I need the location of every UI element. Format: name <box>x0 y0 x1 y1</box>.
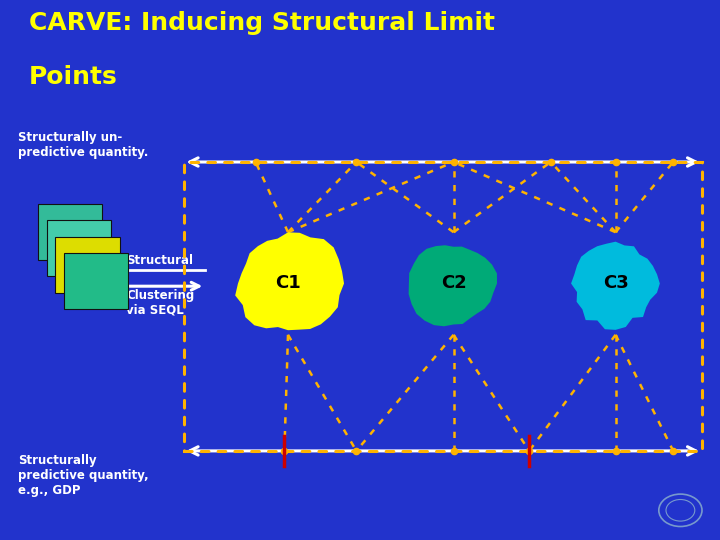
Text: CARVE: Inducing Structural Limit: CARVE: Inducing Structural Limit <box>29 11 495 35</box>
Text: Structurally un-
predictive quantity.: Structurally un- predictive quantity. <box>18 131 148 159</box>
FancyBboxPatch shape <box>47 220 111 276</box>
Text: C2: C2 <box>441 274 467 293</box>
FancyBboxPatch shape <box>64 253 128 309</box>
Text: Structural: Structural <box>126 254 193 267</box>
Text: Points: Points <box>29 65 117 89</box>
Polygon shape <box>571 242 660 330</box>
Text: Clustering
via SEQL: Clustering via SEQL <box>126 289 194 317</box>
Text: C3: C3 <box>603 274 629 293</box>
Polygon shape <box>409 245 497 326</box>
Text: C1: C1 <box>275 274 301 293</box>
Bar <box>184 162 702 451</box>
FancyBboxPatch shape <box>55 237 120 293</box>
FancyBboxPatch shape <box>38 204 102 260</box>
Polygon shape <box>235 232 344 330</box>
Text: Structurally
predictive quantity,
e.g., GDP: Structurally predictive quantity, e.g., … <box>18 454 148 497</box>
